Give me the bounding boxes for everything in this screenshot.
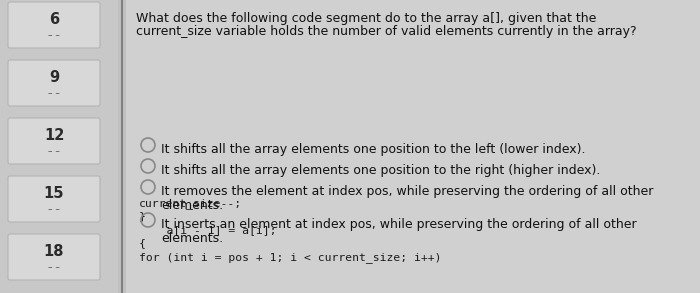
Text: What does the following code segment do to the array a[], given that the: What does the following code segment do … <box>136 12 596 25</box>
Text: It shifts all the array elements one position to the left (lower index).: It shifts all the array elements one pos… <box>161 143 585 156</box>
Text: – –: – – <box>48 147 60 156</box>
FancyBboxPatch shape <box>8 60 100 106</box>
FancyBboxPatch shape <box>8 234 100 280</box>
Text: – –: – – <box>48 263 60 272</box>
Text: – –: – – <box>48 205 60 214</box>
Text: a[i - 1] = a[i];: a[i - 1] = a[i]; <box>139 225 276 235</box>
Text: 18: 18 <box>43 244 64 260</box>
Text: {: { <box>139 239 146 248</box>
FancyBboxPatch shape <box>8 2 100 48</box>
FancyBboxPatch shape <box>8 176 100 222</box>
Text: 9: 9 <box>49 70 59 86</box>
Text: elements.: elements. <box>161 232 223 245</box>
Text: – –: – – <box>48 89 60 98</box>
Text: It removes the element at index pos, while preserving the ordering of all other: It removes the element at index pos, whi… <box>161 185 653 198</box>
Text: 6: 6 <box>49 13 59 28</box>
Text: }: } <box>139 212 146 222</box>
Text: It inserts an element at index pos, while preserving the ordering of all other: It inserts an element at index pos, whil… <box>161 218 636 231</box>
Text: – –: – – <box>48 31 60 40</box>
Text: 15: 15 <box>43 186 64 202</box>
Text: current_size--;: current_size--; <box>139 198 242 209</box>
FancyBboxPatch shape <box>0 0 118 293</box>
Text: for (int i = pos + 1; i < current_size; i++): for (int i = pos + 1; i < current_size; … <box>139 252 442 263</box>
Text: It shifts all the array elements one position to the right (higher index).: It shifts all the array elements one pos… <box>161 164 601 177</box>
Text: 12: 12 <box>44 128 64 144</box>
Text: current_size variable holds the number of valid elements currently in the array?: current_size variable holds the number o… <box>136 25 636 38</box>
Text: elements.: elements. <box>161 199 223 212</box>
FancyBboxPatch shape <box>8 118 100 164</box>
FancyBboxPatch shape <box>126 0 700 293</box>
